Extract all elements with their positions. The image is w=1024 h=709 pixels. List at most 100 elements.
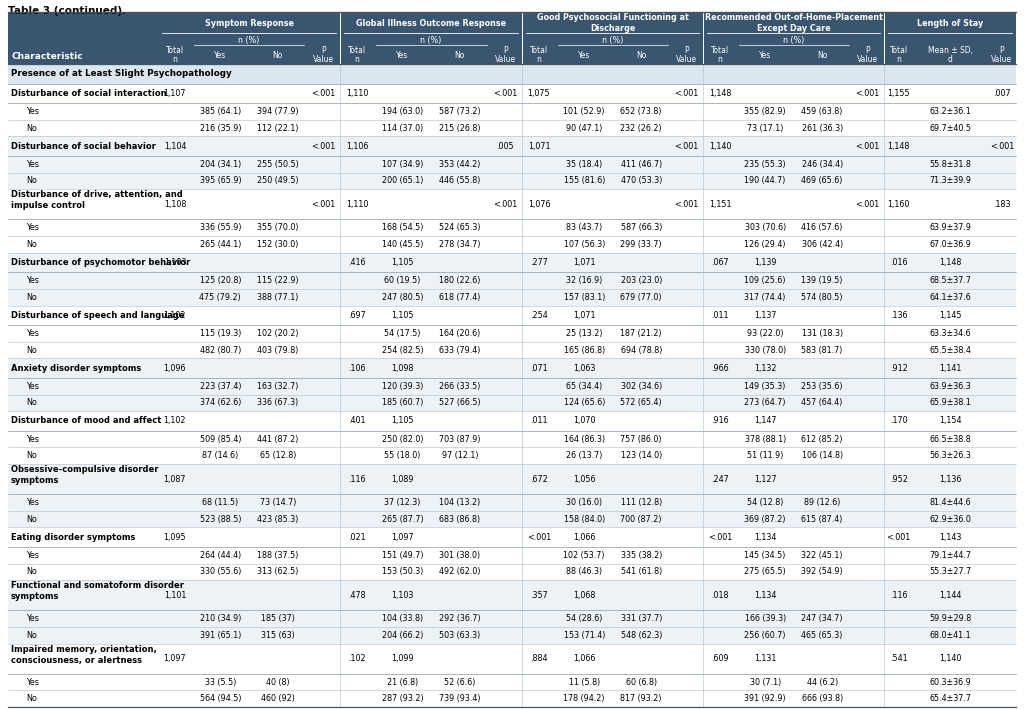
Text: 56.3±26.3: 56.3±26.3 — [930, 451, 972, 460]
Text: 264 (44.4): 264 (44.4) — [200, 551, 241, 560]
Text: 158 (84.0): 158 (84.0) — [563, 515, 605, 523]
Text: 1,127: 1,127 — [754, 474, 776, 484]
Text: 618 (77.4): 618 (77.4) — [439, 293, 480, 302]
Text: 247 (34.7): 247 (34.7) — [802, 614, 843, 623]
Text: 391 (65.1): 391 (65.1) — [200, 631, 241, 640]
Text: 65 (34.4): 65 (34.4) — [566, 381, 602, 391]
Text: .884: .884 — [530, 654, 548, 663]
Text: 109 (25.6): 109 (25.6) — [744, 276, 786, 285]
Text: 215 (26.8): 215 (26.8) — [439, 123, 480, 133]
Text: 1,098: 1,098 — [391, 364, 414, 373]
Bar — [8, 464, 1016, 494]
Text: 385 (64.1): 385 (64.1) — [200, 107, 241, 116]
Text: 683 (86.8): 683 (86.8) — [439, 515, 480, 523]
Text: 666 (93.8): 666 (93.8) — [802, 694, 843, 703]
Text: <.001: <.001 — [675, 200, 698, 209]
Text: No: No — [817, 50, 827, 60]
Text: Characteristic: Characteristic — [11, 52, 83, 61]
Text: Mean ± SD,
d: Mean ± SD, d — [928, 45, 973, 65]
Text: 299 (33.7): 299 (33.7) — [621, 240, 662, 249]
Text: 303 (70.6): 303 (70.6) — [744, 223, 785, 233]
Text: 411 (46.7): 411 (46.7) — [621, 160, 662, 169]
Text: 469 (65.6): 469 (65.6) — [802, 177, 843, 186]
Text: 1,102: 1,102 — [164, 416, 186, 425]
Text: 185 (37): 185 (37) — [261, 614, 295, 623]
Text: 51 (11.9): 51 (11.9) — [746, 451, 783, 460]
Text: 446 (55.8): 446 (55.8) — [439, 177, 480, 186]
Text: .016: .016 — [890, 258, 907, 267]
Text: <.001: <.001 — [855, 89, 880, 98]
Text: 83 (43.7): 83 (43.7) — [566, 223, 602, 233]
Text: 66.5±38.8: 66.5±38.8 — [930, 435, 972, 444]
Text: 210 (34.9): 210 (34.9) — [200, 614, 241, 623]
Text: 131 (18.3): 131 (18.3) — [802, 329, 843, 338]
Text: 265 (87.7): 265 (87.7) — [382, 515, 423, 523]
Text: 232 (26.2): 232 (26.2) — [621, 123, 662, 133]
Text: .007: .007 — [993, 89, 1011, 98]
Text: 164 (20.6): 164 (20.6) — [439, 329, 480, 338]
Text: 253 (35.6): 253 (35.6) — [802, 381, 843, 391]
Text: 278 (34.7): 278 (34.7) — [439, 240, 480, 249]
Bar — [8, 220, 1016, 236]
Text: <.001: <.001 — [675, 89, 698, 98]
Text: .011: .011 — [530, 416, 548, 425]
Text: 403 (79.8): 403 (79.8) — [257, 345, 298, 354]
Text: 33 (5.5): 33 (5.5) — [205, 678, 237, 686]
Bar — [8, 236, 1016, 252]
Text: 81.4±44.6: 81.4±44.6 — [930, 498, 971, 507]
Text: 65.9±38.1: 65.9±38.1 — [930, 398, 972, 408]
Text: 1,070: 1,070 — [573, 416, 595, 425]
Text: 523 (88.5): 523 (88.5) — [200, 515, 241, 523]
Text: .416: .416 — [348, 258, 366, 267]
Text: 322 (45.1): 322 (45.1) — [802, 551, 843, 560]
Text: 250 (49.5): 250 (49.5) — [257, 177, 299, 186]
Bar — [8, 447, 1016, 464]
Text: 265 (44.1): 265 (44.1) — [200, 240, 241, 249]
Text: 1,144: 1,144 — [939, 591, 962, 600]
Bar — [8, 547, 1016, 564]
Text: Yes: Yes — [579, 50, 590, 60]
Text: No: No — [272, 50, 283, 60]
Text: 1,105: 1,105 — [391, 416, 414, 425]
Text: 527 (66.5): 527 (66.5) — [439, 398, 480, 408]
Bar — [8, 644, 1016, 674]
Text: 60.3±36.9: 60.3±36.9 — [930, 678, 972, 686]
Bar — [8, 64, 1016, 84]
Text: 615 (87.4): 615 (87.4) — [802, 515, 843, 523]
Text: P
Value: P Value — [312, 45, 334, 65]
Text: 59.9±29.8: 59.9±29.8 — [930, 614, 972, 623]
Text: 1,096: 1,096 — [164, 364, 186, 373]
Text: 313 (62.5): 313 (62.5) — [257, 567, 298, 576]
Text: 1,148: 1,148 — [709, 89, 731, 98]
Text: 1,102: 1,102 — [164, 311, 186, 320]
Text: 465 (65.3): 465 (65.3) — [802, 631, 843, 640]
Text: No: No — [26, 515, 37, 523]
Text: 55.8±31.8: 55.8±31.8 — [930, 160, 972, 169]
Text: 126 (29.4): 126 (29.4) — [744, 240, 786, 249]
Text: 1,071: 1,071 — [573, 258, 595, 267]
Text: 1,154: 1,154 — [939, 416, 962, 425]
Text: Obsessive-compulsive disorder
symptoms: Obsessive-compulsive disorder symptoms — [11, 465, 159, 485]
Text: Yes: Yes — [26, 551, 39, 560]
Text: 250 (82.0): 250 (82.0) — [382, 435, 423, 444]
Text: 216 (35.9): 216 (35.9) — [200, 123, 241, 133]
Text: Global Illness Outcome Response: Global Illness Outcome Response — [356, 18, 506, 28]
Text: 317 (74.4): 317 (74.4) — [744, 293, 785, 302]
Text: 204 (66.2): 204 (66.2) — [382, 631, 423, 640]
Bar — [8, 120, 1016, 136]
Text: 1,140: 1,140 — [709, 142, 731, 151]
Text: 63.9±36.3: 63.9±36.3 — [930, 381, 972, 391]
Bar — [8, 325, 1016, 342]
Text: 65 (12.8): 65 (12.8) — [259, 451, 296, 460]
Text: 335 (38.2): 335 (38.2) — [621, 551, 662, 560]
Text: 124 (65.6): 124 (65.6) — [563, 398, 605, 408]
Text: No: No — [636, 50, 646, 60]
Text: .609: .609 — [711, 654, 729, 663]
Text: 102 (20.2): 102 (20.2) — [257, 329, 298, 338]
Text: 73 (17.1): 73 (17.1) — [746, 123, 783, 133]
Text: 355 (70.0): 355 (70.0) — [257, 223, 298, 233]
Text: 200 (65.1): 200 (65.1) — [382, 177, 423, 186]
Text: 120 (39.3): 120 (39.3) — [382, 381, 423, 391]
Text: 152 (30.0): 152 (30.0) — [257, 240, 298, 249]
Text: <.001: <.001 — [311, 142, 336, 151]
